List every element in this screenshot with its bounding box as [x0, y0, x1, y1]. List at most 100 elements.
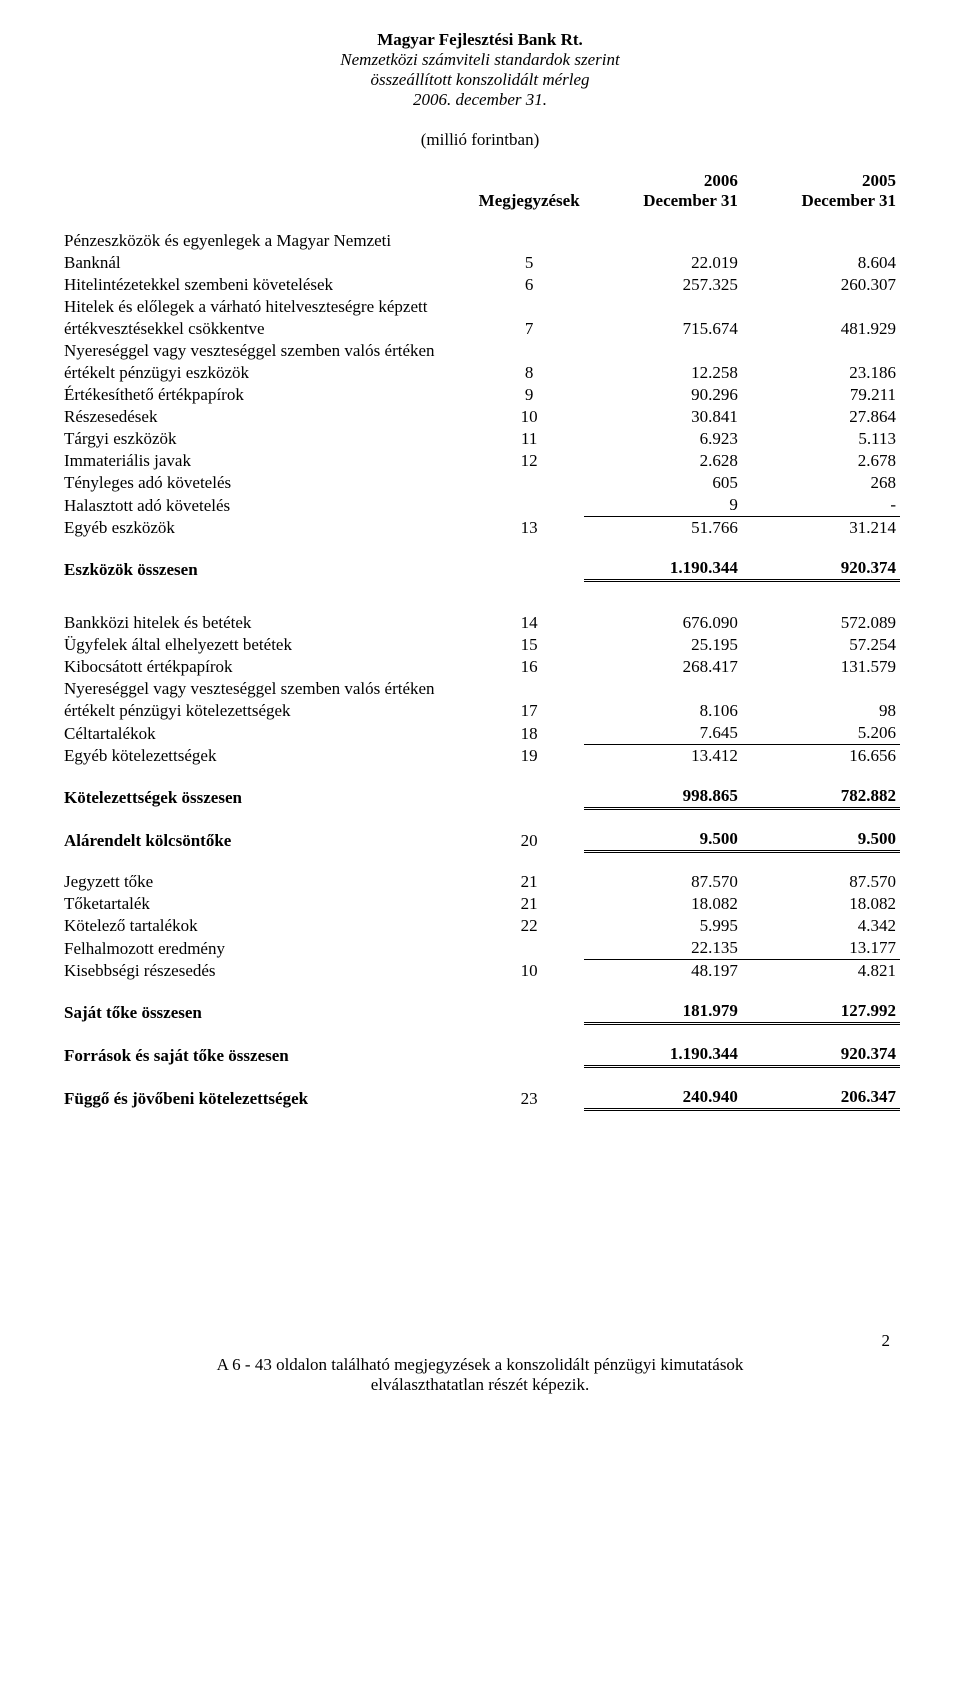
line-value-2005: 31.214 [742, 517, 900, 540]
line-label: Hitelek és előlegek a várható hitelveszt… [60, 296, 475, 318]
line-label: Részesedések [60, 406, 475, 428]
line-note [475, 937, 584, 960]
line-label: Nyereséggel vagy veszteséggel szemben va… [60, 678, 475, 700]
line-value-2006: 268.417 [584, 656, 742, 678]
equity-row: Felhalmozott eredmény 22.13513.177 [60, 937, 900, 960]
asset-row: Tényleges adó követelés605268 [60, 472, 900, 494]
equity-total-label: Saját tőke összesen [60, 1000, 475, 1024]
line-note: 6 [475, 274, 584, 296]
subordinated-row: Alárendelt kölcsöntőke 20 9.500 9.500 [60, 828, 900, 852]
assets-total-2005: 920.374 [742, 557, 900, 581]
line-label: Hitelintézetekkel szembeni követelések [60, 274, 475, 296]
line-value-2006: 90.296 [584, 384, 742, 406]
line-value-2006: 8.106 [584, 700, 742, 722]
line-note: 13 [475, 517, 584, 540]
liability-row: értékelt pénzügyi kötelezettségek178.106… [60, 700, 900, 722]
line-label: Felhalmozott eredmény [60, 937, 475, 960]
line-value-2006: 18.082 [584, 893, 742, 915]
grand-total-2006: 1.190.344 [584, 1043, 742, 1067]
subordinated-2005: 9.500 [742, 828, 900, 852]
page-number: 2 [60, 1331, 900, 1351]
footer-note: A 6 - 43 oldalon található megjegyzések … [60, 1355, 900, 1395]
line-value-2005: 57.254 [742, 634, 900, 656]
line-label: Tárgyi eszközök [60, 428, 475, 450]
liability-row: Kibocsátott értékpapírok16268.417131.579 [60, 656, 900, 678]
asset-row: Hitelintézetekkel szembeni követelések6 2… [60, 274, 900, 296]
footer-line-2: elválaszthatatlan részét képezik. [371, 1375, 590, 1394]
grand-total-2005: 920.374 [742, 1043, 900, 1067]
line-value-2005: 23.186 [742, 362, 900, 384]
line-value-2005: 13.177 [742, 937, 900, 960]
line-label: Egyéb kötelezettségek [60, 745, 475, 768]
grand-total-row: Források és saját tőke összesen 1.190.34… [60, 1043, 900, 1067]
liability-row: Nyereséggel vagy veszteséggel szemben va… [60, 678, 900, 700]
asset-row: Banknál522.0198.604 [60, 252, 900, 274]
line-value-2006: 9 [584, 494, 742, 517]
line-value-2005: 572.089 [742, 612, 900, 634]
line-label: értékvesztésekkel csökkentve [60, 318, 475, 340]
line-value-2005: 131.579 [742, 656, 900, 678]
line-value-2006: 676.090 [584, 612, 742, 634]
line-value-2005: 27.864 [742, 406, 900, 428]
line-note: 10 [475, 406, 584, 428]
subtitle-line-2: összeállított konszolidált mérleg [60, 70, 900, 90]
line-note: 16 [475, 656, 584, 678]
line-note: 11 [475, 428, 584, 450]
line-note: 12 [475, 450, 584, 472]
line-value-2006: 22.135 [584, 937, 742, 960]
line-value-2005: - [742, 494, 900, 517]
line-label: értékelt pénzügyi eszközök [60, 362, 475, 384]
line-label: Egyéb eszközök [60, 517, 475, 540]
footer-line-1: A 6 - 43 oldalon található megjegyzések … [217, 1355, 744, 1374]
line-note: 19 [475, 745, 584, 768]
line-value-2005: 481.929 [742, 318, 900, 340]
line-note: 10 [475, 960, 584, 983]
assets-total-2006: 1.190.344 [584, 557, 742, 581]
line-label: Bankközi hitelek és betétek [60, 612, 475, 634]
line-value-2005: 98 [742, 700, 900, 722]
contingent-2006: 240.940 [584, 1086, 742, 1110]
line-value-2005: 260.307 [742, 274, 900, 296]
contingent-note: 23 [475, 1086, 584, 1110]
line-value-2005: 5.113 [742, 428, 900, 450]
line-value-2006: 51.766 [584, 517, 742, 540]
line-note: 21 [475, 871, 584, 893]
line-value-2006: 87.570 [584, 871, 742, 893]
line-value-2006: 715.674 [584, 318, 742, 340]
subtitle-line-1: Nemzetközi számviteli standardok szerint [60, 50, 900, 70]
line-value-2005: 5.206 [742, 722, 900, 745]
line-value-2006: 605 [584, 472, 742, 494]
line-label: Kisebbségi részesedés [60, 960, 475, 983]
line-label: Halasztott adó követelés [60, 494, 475, 517]
line-note [475, 472, 584, 494]
line-value-2005: 2.678 [742, 450, 900, 472]
liabilities-total-2006: 998.865 [584, 785, 742, 809]
liability-row: Bankközi hitelek és betétek14676.090572.… [60, 612, 900, 634]
line-note: 8 [475, 362, 584, 384]
line-label: Kibocsátott értékpapírok [60, 656, 475, 678]
line-label: Nyereséggel vagy veszteséggel szemben va… [60, 340, 475, 362]
asset-row: Pénzeszközök és egyenlegek a Magyar Nemz… [60, 230, 900, 252]
equity-total-2005: 127.992 [742, 1000, 900, 1024]
asset-row: Részesedések1030.84127.864 [60, 406, 900, 428]
year-2005-header: 2005December 31 [742, 170, 900, 212]
line-value-2006: 22.019 [584, 252, 742, 274]
asset-row: Hitelek és előlegek a várható hitelveszt… [60, 296, 900, 318]
line-note: 14 [475, 612, 584, 634]
equity-row: Kisebbségi részesedés1048.1974.821 [60, 960, 900, 983]
line-note [475, 494, 584, 517]
line-label: Pénzeszközök és egyenlegek a Magyar Nemz… [60, 230, 475, 252]
line-value-2006: 13.412 [584, 745, 742, 768]
equity-row: Kötelező tartalékok225.9954.342 [60, 915, 900, 937]
assets-total-label: Eszközök összesen [60, 557, 475, 581]
liability-row: Céltartalékok187.6455.206 [60, 722, 900, 745]
line-label: Jegyzett tőke [60, 871, 475, 893]
document-header: Magyar Fejlesztési Bank Rt. Nemzetközi s… [60, 30, 900, 110]
subordinated-2006: 9.500 [584, 828, 742, 852]
statement-date: 2006. december 31. [60, 90, 900, 110]
asset-row: Egyéb eszközök1351.76631.214 [60, 517, 900, 540]
line-label: Értékesíthető értékpapírok [60, 384, 475, 406]
equity-row: Jegyzett tőke2187.57087.570 [60, 871, 900, 893]
line-value-2006: 7.645 [584, 722, 742, 745]
line-note: 18 [475, 722, 584, 745]
